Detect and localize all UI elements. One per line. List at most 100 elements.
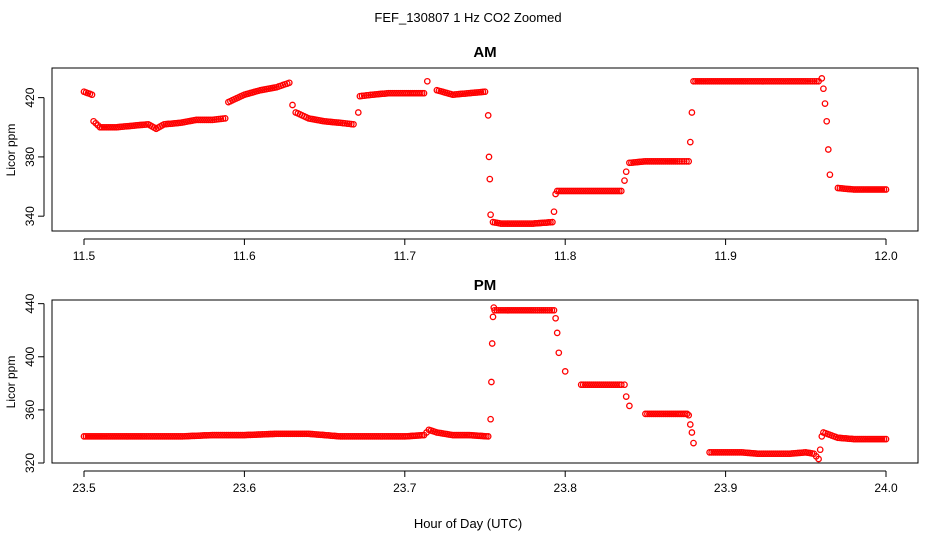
am-data-point — [622, 168, 630, 176]
am-data-point — [738, 77, 745, 85]
am-data-point — [858, 186, 866, 193]
pm-panel-title: PM — [474, 277, 497, 294]
pm-data-point — [533, 306, 541, 314]
pm-data-point — [780, 450, 788, 458]
pm-data-point — [685, 411, 693, 419]
pm-data-point — [880, 435, 888, 443]
am-data-point — [824, 146, 832, 153]
am-x-tick-label: 11.7 — [394, 249, 417, 263]
pm-data-point — [617, 381, 625, 389]
pm-data-point — [579, 381, 587, 389]
am-x-tick-label: 11.8 — [554, 249, 577, 263]
am-data-point — [818, 75, 826, 82]
am-data-points — [80, 75, 890, 227]
am-plot-frame — [51, 67, 919, 232]
am-data-point — [878, 186, 886, 193]
pm-data-point — [379, 433, 387, 440]
pm-data-point — [555, 349, 563, 357]
am-data-point — [823, 117, 831, 125]
am-data-point — [621, 177, 628, 184]
am-data-point — [688, 109, 696, 116]
pm-data-point — [339, 433, 346, 440]
am-data-point — [221, 115, 229, 122]
pm-data-point — [686, 421, 694, 428]
pm-data-point — [299, 430, 306, 438]
pm-data-point — [622, 393, 630, 400]
am-data-point — [804, 77, 812, 85]
am-data-point — [497, 220, 505, 227]
am-panel: AM Licor ppm 11.5 11.6 11.7 11.8 11.9 12.0 34… — [4, 44, 919, 263]
pm-data-point — [552, 314, 559, 322]
am-data-point — [350, 120, 357, 128]
pm-data-point — [495, 306, 503, 314]
am-data-point — [880, 186, 888, 193]
pm-data-point — [613, 381, 621, 389]
pm-y-tick-label: 400 — [23, 346, 37, 366]
pm-data-point — [658, 410, 665, 418]
am-data-point — [780, 77, 788, 85]
pm-data-point — [553, 329, 561, 337]
pm-data-point — [626, 402, 633, 410]
am-data-point — [811, 77, 818, 85]
am-data-point — [285, 79, 293, 87]
pm-data-point — [878, 435, 886, 443]
pm-plot-frame — [51, 299, 919, 464]
pm-data-point — [548, 306, 556, 314]
pm-y-axis: 320 360 400 440 — [23, 293, 45, 473]
am-data-point — [696, 77, 703, 85]
am-y-tick-label: 340 — [23, 206, 37, 226]
am-data-point — [499, 220, 507, 227]
pm-data-point — [683, 410, 691, 418]
am-data-point — [354, 109, 362, 116]
am-data-point — [778, 77, 786, 85]
am-data-point — [658, 158, 665, 165]
am-data-point — [860, 186, 868, 193]
am-data-point — [776, 77, 784, 85]
am-x-tick-label: 11.9 — [714, 249, 737, 263]
pm-data-point — [297, 430, 304, 438]
am-y-axis: 340 380 420 — [23, 87, 45, 226]
pm-data-point — [660, 410, 667, 418]
am-data-point — [423, 77, 431, 85]
pm-x-tick-label: 23.7 — [393, 481, 417, 495]
am-data-point — [501, 220, 509, 227]
pm-data-point — [656, 410, 663, 418]
pm-data-point — [525, 306, 533, 314]
pm-data-point — [542, 306, 549, 314]
pm-data-point — [544, 306, 552, 314]
pm-data-point — [862, 435, 870, 443]
pm-data-point — [561, 368, 569, 375]
am-data-point — [549, 218, 556, 226]
pm-data-point — [538, 306, 545, 314]
am-data-point — [672, 158, 679, 165]
pm-data-point — [736, 449, 743, 456]
pm-data-point — [529, 306, 537, 314]
pm-ylabel: Licor ppm — [4, 356, 18, 409]
pm-y-tick-label: 360 — [23, 400, 37, 420]
am-panel-title: AM — [473, 44, 496, 61]
am-data-point — [700, 77, 707, 85]
am-data-point — [98, 123, 106, 131]
am-ylabel: Licor ppm — [4, 124, 18, 177]
pm-data-point — [816, 446, 824, 454]
am-data-point — [615, 187, 623, 195]
pm-data-point — [550, 306, 558, 314]
am-data-point — [204, 116, 212, 124]
am-data-point — [662, 158, 669, 165]
am-data-point — [674, 158, 681, 165]
am-data-point — [577, 187, 585, 195]
pm-x-axis: 23.5 23.6 23.7 23.8 23.9 24.0 — [72, 470, 898, 495]
am-data-point — [740, 77, 747, 85]
pm-data-point — [218, 431, 226, 439]
pm-data-point — [136, 433, 144, 440]
pm-x-tick-label: 24.0 — [874, 481, 898, 495]
pm-data-point — [536, 306, 543, 314]
figure-xlabel: Hour of Day (UTC) — [414, 516, 522, 531]
pm-x-tick-label: 23.6 — [233, 481, 257, 495]
pm-data-point — [337, 433, 344, 440]
am-data-point — [678, 158, 686, 165]
am-data-point — [683, 158, 690, 165]
pm-data-point — [690, 439, 697, 447]
am-data-point — [856, 186, 864, 193]
